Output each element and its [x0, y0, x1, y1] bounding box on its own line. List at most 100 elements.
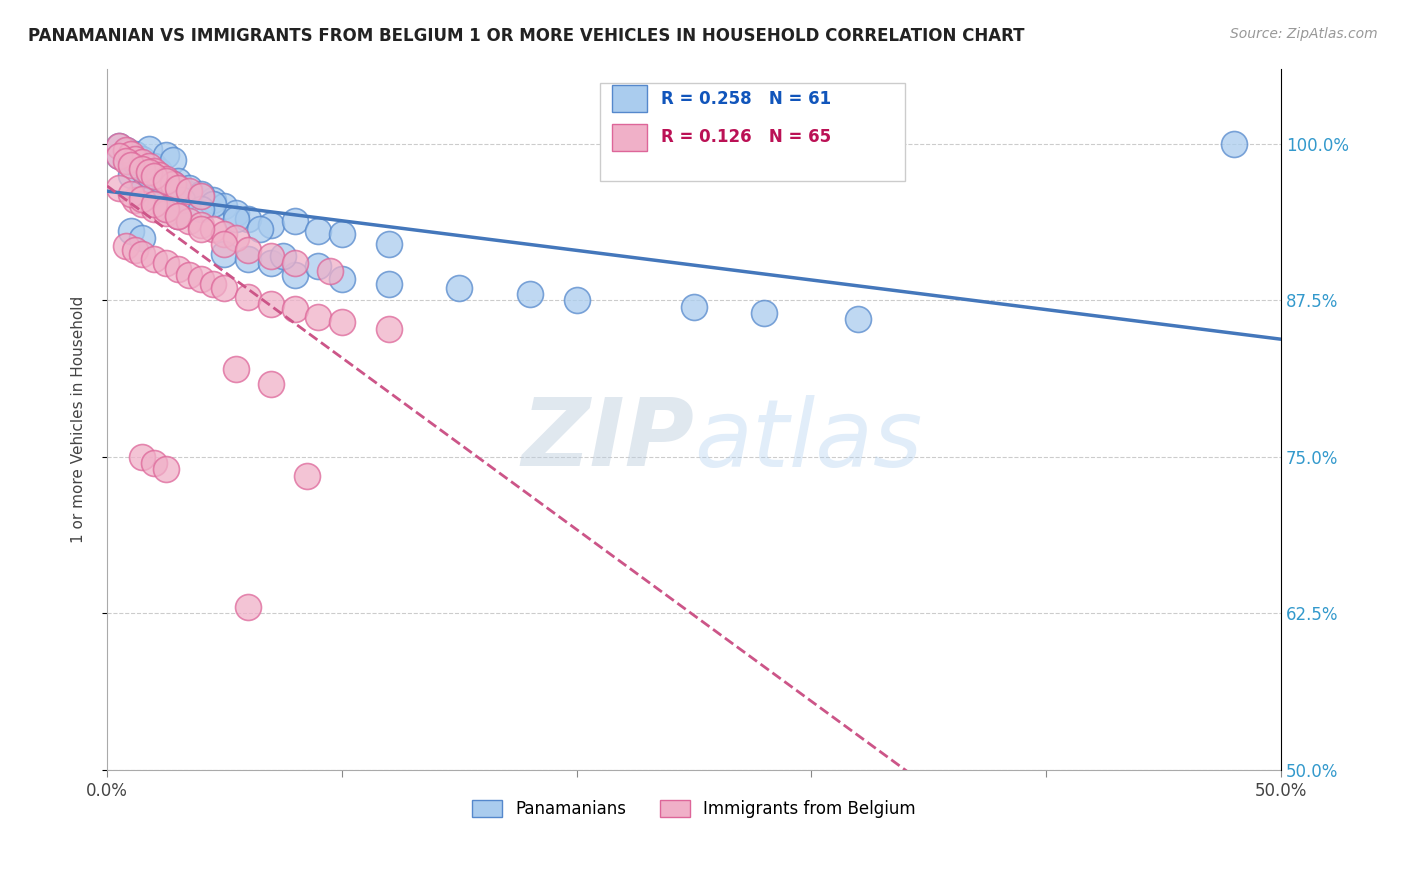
- Point: [190, 186, 212, 201]
- Point: [214, 236, 236, 251]
- Point: [190, 272, 212, 286]
- Point: [120, 146, 142, 161]
- Text: Source: ZipAtlas.com: Source: ZipAtlas.com: [1230, 27, 1378, 41]
- Point: [319, 264, 342, 278]
- Point: [124, 155, 146, 169]
- Point: [236, 211, 259, 226]
- Legend: Panamanians, Immigrants from Belgium: Panamanians, Immigrants from Belgium: [465, 793, 922, 825]
- Point: [131, 161, 153, 176]
- Point: [108, 139, 131, 153]
- Point: [295, 468, 318, 483]
- Point: [143, 159, 166, 173]
- Point: [166, 174, 188, 188]
- Point: [201, 196, 224, 211]
- Point: [131, 247, 153, 261]
- Point: [115, 239, 138, 253]
- Point: [225, 211, 247, 226]
- Point: [143, 456, 166, 470]
- Point: [179, 180, 201, 194]
- Point: [201, 222, 224, 236]
- Point: [236, 289, 259, 303]
- Bar: [612, 124, 647, 151]
- Point: [148, 164, 170, 178]
- Point: [115, 154, 138, 169]
- Point: [115, 143, 138, 157]
- Point: [148, 171, 170, 186]
- Point: [131, 152, 153, 166]
- Point: [271, 249, 294, 263]
- Point: [155, 148, 177, 162]
- Point: [138, 142, 160, 156]
- Point: [162, 153, 184, 167]
- Point: [260, 297, 283, 311]
- Point: [124, 146, 146, 161]
- Point: [124, 193, 146, 207]
- Point: [115, 145, 138, 160]
- Text: ZIP: ZIP: [522, 394, 695, 486]
- Point: [236, 252, 259, 266]
- Point: [284, 214, 307, 228]
- Point: [143, 196, 166, 211]
- Point: [108, 139, 131, 153]
- Point: [330, 272, 353, 286]
- Point: [143, 164, 166, 178]
- Point: [138, 168, 160, 182]
- Point: [307, 260, 329, 274]
- Point: [162, 177, 184, 191]
- Point: [166, 180, 188, 194]
- Point: [190, 202, 212, 216]
- Point: [284, 301, 307, 316]
- Point: [190, 222, 212, 236]
- Point: [120, 168, 142, 182]
- Point: [143, 202, 166, 216]
- Point: [120, 158, 142, 172]
- Point: [131, 192, 153, 206]
- Bar: [600, 83, 905, 181]
- Y-axis label: 1 or more Vehicles in Household: 1 or more Vehicles in Household: [72, 295, 86, 543]
- Point: [120, 224, 142, 238]
- Point: [138, 159, 160, 173]
- Point: [249, 222, 271, 236]
- Point: [190, 218, 212, 232]
- Point: [108, 180, 131, 194]
- Point: [155, 202, 177, 216]
- Point: [378, 236, 401, 251]
- Point: [131, 230, 153, 244]
- Point: [108, 149, 131, 163]
- Point: [138, 165, 160, 179]
- Point: [565, 293, 588, 308]
- Point: [201, 193, 224, 207]
- Point: [131, 184, 153, 198]
- Point: [120, 155, 142, 169]
- Point: [155, 177, 177, 191]
- Point: [166, 180, 188, 194]
- Point: [214, 199, 236, 213]
- Point: [260, 249, 283, 263]
- Point: [190, 189, 212, 203]
- Point: [214, 281, 236, 295]
- Point: [131, 450, 153, 464]
- Text: R = 0.126   N = 65: R = 0.126 N = 65: [661, 128, 831, 146]
- Text: R = 0.258   N = 61: R = 0.258 N = 61: [661, 90, 831, 108]
- Text: PANAMANIAN VS IMMIGRANTS FROM BELGIUM 1 OR MORE VEHICLES IN HOUSEHOLD CORRELATIO: PANAMANIAN VS IMMIGRANTS FROM BELGIUM 1 …: [28, 27, 1025, 45]
- Point: [143, 171, 166, 186]
- Point: [683, 300, 706, 314]
- Point: [284, 268, 307, 283]
- Text: atlas: atlas: [695, 395, 922, 486]
- Point: [143, 169, 166, 184]
- Point: [236, 600, 259, 615]
- Point: [225, 205, 247, 219]
- Point: [307, 224, 329, 238]
- Point: [143, 189, 166, 203]
- Point: [330, 227, 353, 241]
- Point: [155, 462, 177, 476]
- Point: [284, 255, 307, 269]
- Point: [214, 247, 236, 261]
- Point: [214, 227, 236, 241]
- Point: [172, 193, 194, 207]
- Point: [166, 262, 188, 277]
- Point: [124, 152, 146, 166]
- Point: [166, 210, 188, 224]
- Bar: [612, 86, 647, 112]
- Point: [166, 210, 188, 224]
